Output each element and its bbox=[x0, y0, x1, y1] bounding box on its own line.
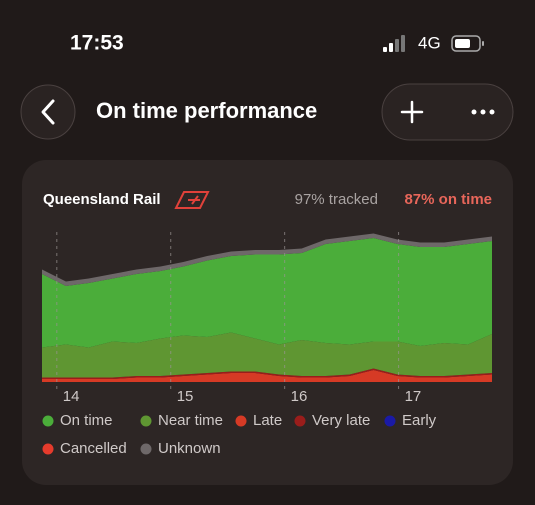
back-icon bbox=[41, 99, 55, 125]
status-time: 17:53 bbox=[70, 32, 124, 55]
legend-swatch bbox=[140, 443, 152, 455]
page-title: On time performance bbox=[96, 98, 317, 123]
tracked-stat: 97% tracked bbox=[295, 191, 378, 208]
x-tick-label: 17 bbox=[405, 388, 422, 405]
operator-logo bbox=[174, 191, 210, 209]
legend-swatch bbox=[235, 415, 247, 427]
legend-swatch bbox=[42, 443, 54, 455]
legend-label: Cancelled bbox=[60, 440, 127, 457]
back-button[interactable] bbox=[20, 84, 76, 140]
legend-label: Very late bbox=[312, 412, 370, 429]
legend-label: Near time bbox=[158, 412, 223, 429]
legend-swatch bbox=[384, 415, 396, 427]
area bbox=[42, 370, 492, 382]
operator-name: Queensland Rail bbox=[43, 191, 161, 208]
add-button[interactable] bbox=[400, 100, 424, 124]
legend-label: Late bbox=[253, 412, 282, 429]
on-time-stat: 87% on time bbox=[404, 191, 492, 208]
legend-label: On time bbox=[60, 412, 113, 429]
x-tick-label: 15 bbox=[177, 388, 194, 405]
more-button[interactable] bbox=[471, 109, 495, 115]
area bbox=[42, 368, 492, 379]
legend-swatch bbox=[42, 415, 54, 427]
legend-swatch bbox=[140, 415, 152, 427]
signal-icon bbox=[383, 35, 405, 52]
chart: 14 15 16 17 On time Near time Late Very late Ear… bbox=[42, 232, 492, 457]
area bbox=[42, 238, 492, 348]
battery-icon bbox=[451, 35, 484, 52]
legend-label: Early bbox=[402, 412, 437, 429]
x-tick-label: 14 bbox=[63, 388, 80, 405]
x-tick-label: 16 bbox=[291, 388, 308, 405]
action-pill bbox=[381, 83, 514, 141]
legend-swatch bbox=[294, 415, 306, 427]
legend-label: Unknown bbox=[158, 440, 221, 457]
area bbox=[42, 332, 492, 378]
status-network: 4G bbox=[418, 33, 441, 52]
area bbox=[42, 233, 492, 286]
